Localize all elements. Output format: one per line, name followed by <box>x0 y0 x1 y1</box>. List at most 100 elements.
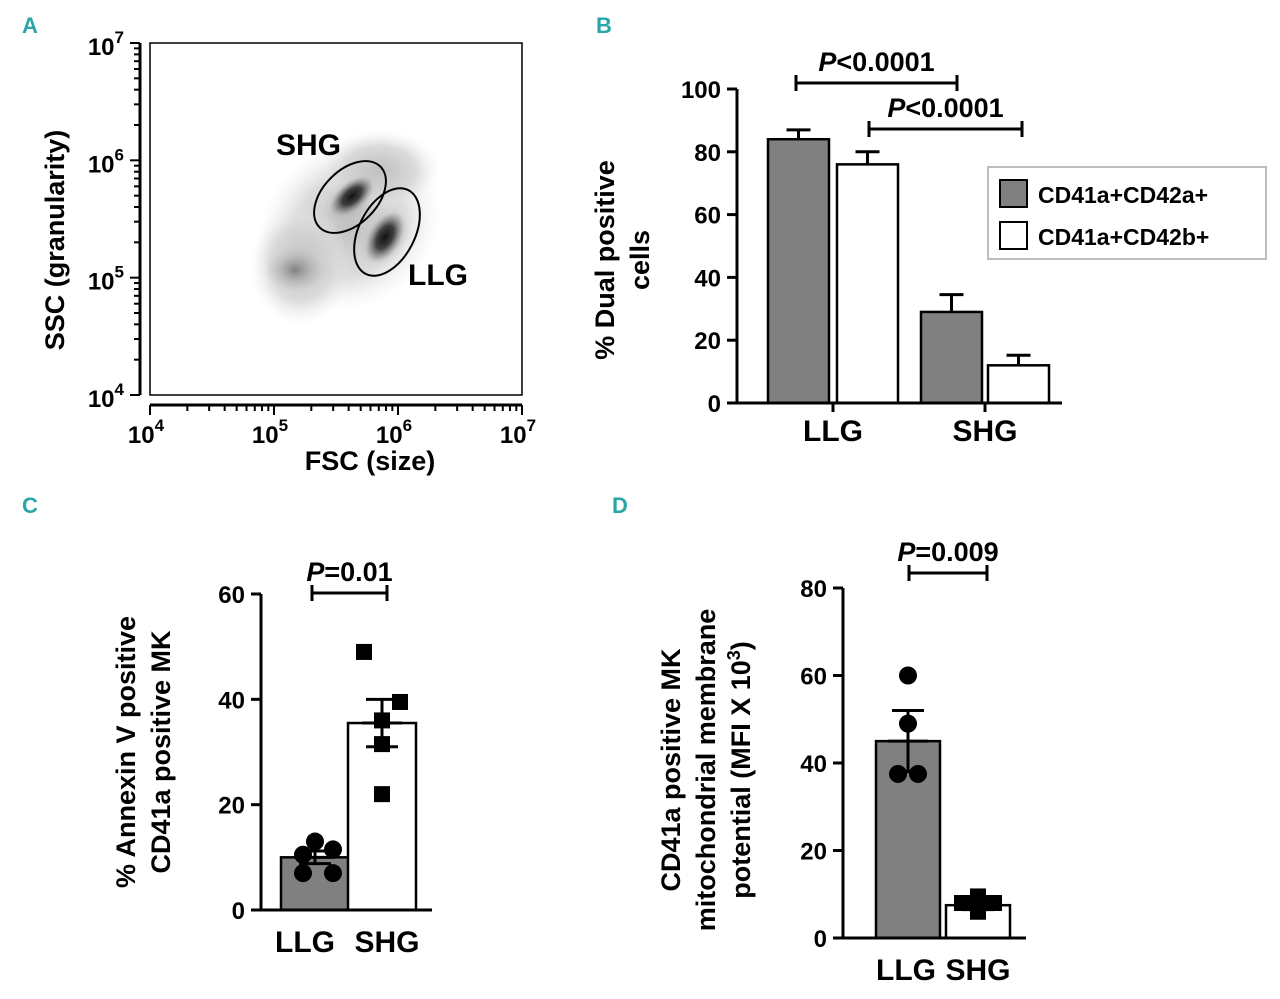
panel-d-y-axis-label-line2: mitochondrial membrane <box>691 609 721 932</box>
tick-exp: 6 <box>115 145 124 164</box>
p-italic: P <box>306 557 325 587</box>
panel-c-point-circle <box>294 864 312 883</box>
panel-c-bar-llg <box>279 856 351 912</box>
panel-b-bar-llg-1 <box>835 163 900 405</box>
tick-base: 10 <box>252 422 279 449</box>
panel-b-bar-shg-0 <box>919 310 984 405</box>
tick-exp: 4 <box>115 380 125 399</box>
panel-d-point-circle <box>899 666 917 685</box>
panel-d-point-square <box>970 888 986 905</box>
tick-exp: 4 <box>155 416 165 435</box>
panel-d-y-tick-label: 60 <box>800 664 827 691</box>
panel-a-x-axis-label: FSC (size) <box>305 446 436 476</box>
panel-c-point-square <box>374 736 390 753</box>
panel-c-bars <box>279 643 418 912</box>
panel-c-y-axis-label-line1: % Annexin V positive <box>111 616 141 888</box>
panel-a-x-tick-label: 104 <box>128 416 165 449</box>
panel-b-y-axis-label-line2: cells <box>625 230 655 290</box>
panel-c-point-circle <box>324 864 342 883</box>
panel-d-p-value: P=0.009 <box>897 537 998 567</box>
panel-c-x-tick-label: SHG <box>354 926 419 959</box>
tick-exp: 5 <box>279 416 288 435</box>
p-italic: P <box>887 93 906 123</box>
panel-c-point-square <box>356 643 372 660</box>
panel-b-p-value: P<0.0001 <box>887 93 1003 123</box>
shg-gate <box>313 160 387 234</box>
p-value-text: <0.0001 <box>836 47 934 77</box>
panel-c-point-circle <box>294 845 312 864</box>
tick-base: 10 <box>88 151 115 178</box>
legend-box <box>987 166 1267 260</box>
panel-b-x-tick-label: SHG <box>952 415 1017 448</box>
panel-c-x-tick-label: LLG <box>275 926 335 959</box>
panel-b-p-value: P<0.0001 <box>818 47 934 77</box>
panel-b-y-axis-label-line1: % Dual positive <box>590 160 620 360</box>
panel-d-y-tick-label: 40 <box>800 751 827 778</box>
panel-b-bar-shg-1 <box>986 364 1051 405</box>
p-italic: P <box>897 537 916 567</box>
panel-b-bars <box>766 128 1051 405</box>
panel-a-y-tick-label: 106 <box>88 145 124 178</box>
panel-c-bar-chart: 0 20 40 60 LLG SHG P=0.01 % Annexin V positive… <box>111 557 432 959</box>
panel-c-point-circle <box>306 832 324 851</box>
panel-c-point-square <box>392 693 408 710</box>
shg-gate-label: SHG <box>276 129 341 162</box>
panel-b-y-tick-label: 100 <box>681 77 721 104</box>
panel-a-x-tick-label: 106 <box>376 416 412 449</box>
panel-d-point-square <box>954 895 970 911</box>
panel-b-y-tick-label: 40 <box>694 265 721 292</box>
panel-a-density-cloud <box>250 130 441 325</box>
p-value-text: <0.0001 <box>905 93 1003 123</box>
panel-c-p-value: P=0.01 <box>306 557 392 587</box>
panel-d-y-tick-label: 20 <box>800 839 827 866</box>
panel-d-bar-chart: 0 20 40 60 80 LLG SHG P=0.009 CD41a positive MK… <box>656 537 1026 987</box>
panel-b-y-tick-label: 0 <box>708 391 721 418</box>
panel-d-point-square <box>986 895 1002 911</box>
panel-c-y-tick-label: 20 <box>218 793 245 820</box>
panel-b-y-tick-label: 80 <box>694 140 721 167</box>
panel-a-x-tick-label: 105 <box>252 416 288 449</box>
llg-gate <box>353 187 421 277</box>
panel-a-y-tick-label: 104 <box>88 380 125 413</box>
panel-label-b: B <box>596 13 612 38</box>
tick-base: 10 <box>88 269 115 296</box>
tick-exp: 6 <box>403 416 412 435</box>
panel-b-y-tick-label: 60 <box>694 203 721 230</box>
panel-b-x-tick-label: LLG <box>803 415 863 448</box>
panel-a-y-tick-label: 105 <box>88 263 124 296</box>
panel-c-y-tick-label: 0 <box>232 898 245 925</box>
panel-a-y-tick-label: 107 <box>88 28 124 61</box>
panel-c-y-tick-label: 40 <box>218 687 245 714</box>
panel-label-d: D <box>612 493 628 518</box>
tick-base: 10 <box>88 34 115 61</box>
panel-c-y-tick-label: 60 <box>218 582 245 609</box>
panel-c-point-circle <box>324 840 342 859</box>
panel-d-y-tick-label: 80 <box>800 576 827 603</box>
p-value-text: =0.01 <box>324 557 392 587</box>
ylabel-sup: 3 <box>724 650 744 660</box>
legend-swatch-white <box>999 221 1028 250</box>
legend-swatch-gray <box>999 179 1028 208</box>
legend-label-cd42b: CD41a+CD42b+ <box>1038 224 1209 250</box>
panel-c-point-square <box>374 786 390 803</box>
panel-d-point-circle <box>889 764 907 783</box>
p-italic: P <box>818 47 837 77</box>
panel-b-bar-llg-0 <box>766 137 831 405</box>
panel-c-axes: 0 20 40 60 LLG SHG P=0.01 <box>218 557 432 959</box>
ylabel-tail: ) <box>726 641 756 650</box>
panel-b-legend: CD41a+CD42a+ CD41a+CD42b+ <box>987 166 1267 260</box>
p-value-text: =0.009 <box>915 537 998 567</box>
panel-c-point-square <box>374 712 390 729</box>
panel-d-x-tick-label: SHG <box>945 954 1010 987</box>
panel-label-a: A <box>22 13 38 38</box>
panel-d-point-circle <box>909 764 927 783</box>
panel-d-y-tick-label: 0 <box>814 926 827 953</box>
legend-label-cd42a: CD41a+CD42a+ <box>1038 182 1208 208</box>
llg-gate-label: LLG <box>408 259 468 292</box>
panel-c-y-axis-label-line2: CD41a positive MK <box>146 630 176 874</box>
